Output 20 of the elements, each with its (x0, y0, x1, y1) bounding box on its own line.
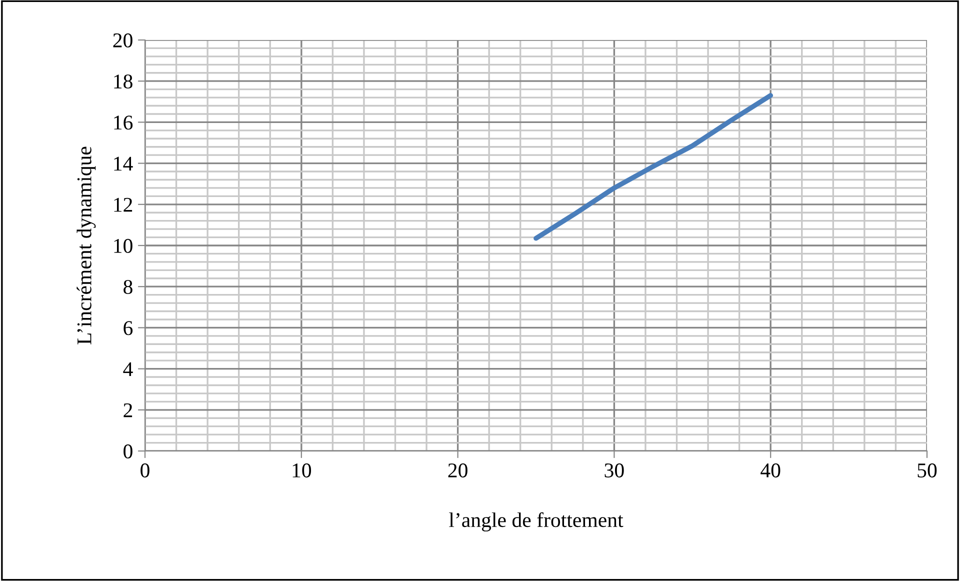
y-tick-label: 20 (113, 33, 132, 48)
y-tick-label: 8 (124, 280, 132, 294)
x-tick-label: 50 (918, 463, 937, 478)
y-tick-label: 4 (123, 362, 133, 376)
y-tick-label: 16 (114, 116, 133, 130)
y-tick-label: 18 (114, 74, 132, 89)
x-tick-label: 30 (604, 463, 624, 478)
y-tick-label: 2 (124, 403, 132, 418)
y-tick-label: 6 (124, 321, 133, 336)
x-tick-label: 0 (140, 463, 150, 478)
y-tick-label: 12 (114, 198, 132, 212)
x-tick-label: 40 (760, 463, 780, 478)
y-tick-label: 14 (114, 156, 133, 171)
x-tick-label: 20 (448, 463, 468, 478)
y-tick-label: 10 (114, 238, 132, 253)
line-series (534, 93, 774, 241)
y-tick-label: 0 (124, 444, 132, 458)
y-axis-title: L’incrément dynamique (76, 146, 96, 344)
x-axis-title: l’angle de frottement (449, 512, 624, 532)
x-tick-label: 10 (292, 463, 312, 478)
